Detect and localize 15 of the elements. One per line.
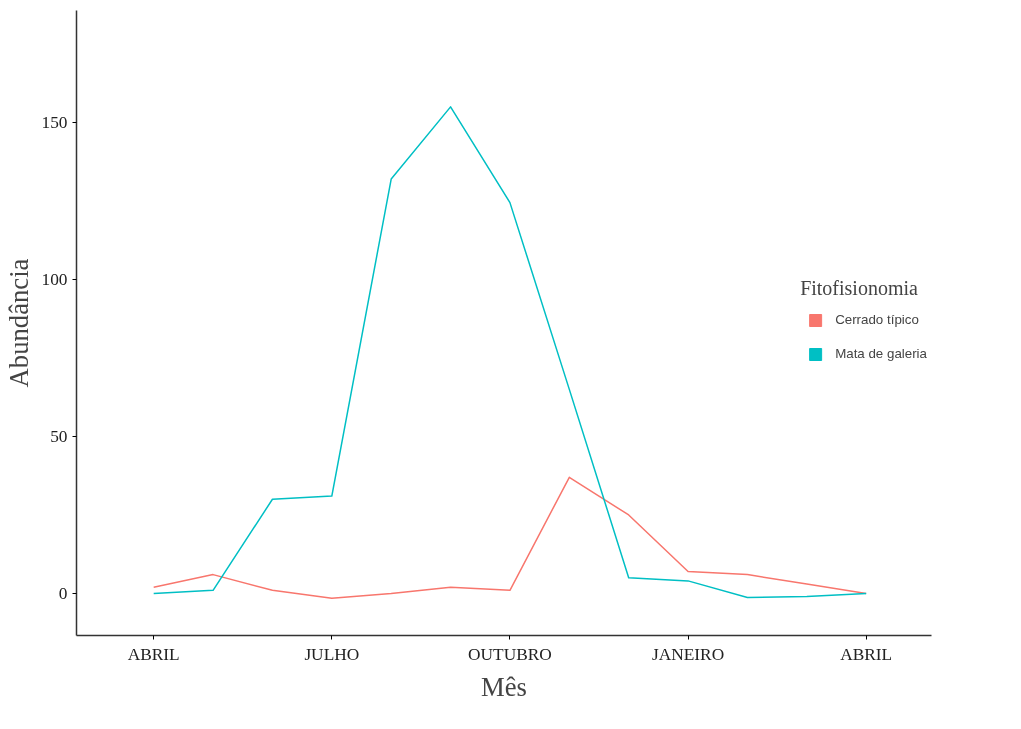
y-tick-label: 50 <box>50 426 68 446</box>
line-series <box>152 476 867 599</box>
x-tick-label: ABRIL <box>127 644 180 664</box>
y-axis-title: Abundância <box>3 258 34 388</box>
x-tick-label: JULHO <box>304 644 360 664</box>
legend-label: Mata de galeria <box>835 346 927 361</box>
x-tick-label: OUTUBRO <box>468 644 552 664</box>
y-tick-label: 100 <box>41 270 68 290</box>
legend-label: Cerrado típico <box>835 312 919 327</box>
x-tick-label: ABRIL <box>840 644 893 664</box>
x-axis-title: Mês <box>481 671 527 702</box>
legend-title: Fitofisionomia <box>800 276 919 300</box>
x-tick-label: JANEIRO <box>651 644 725 664</box>
y-tick-label: 150 <box>41 113 68 133</box>
y-tick-label: 0 <box>58 583 68 603</box>
